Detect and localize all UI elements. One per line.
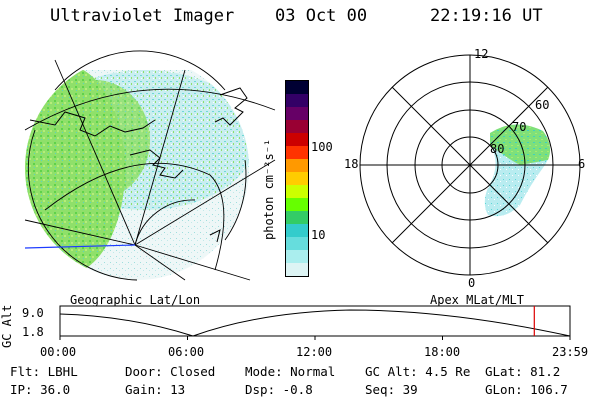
colorbar-segment (286, 250, 308, 263)
mlt-label-12: 12 (474, 47, 488, 61)
colorbar-segment (286, 224, 308, 237)
mlat-label-60: 60 (535, 98, 549, 112)
colorbar (285, 80, 309, 277)
colorbar-segment (286, 198, 308, 211)
colorbar-unit-label: photon cm⁻²s⁻¹ (262, 139, 276, 240)
right-panel-caption: Apex MLat/MLT (430, 293, 524, 307)
geographic-map (25, 50, 285, 280)
colorbar-tick-10: 10 (311, 228, 325, 242)
colorbar-segment (286, 159, 308, 172)
colorbar-segment (286, 237, 308, 250)
mlt-label-0: 0 (468, 276, 475, 290)
mlt-label-18: 18 (344, 157, 358, 171)
timeline-ylabel: GC Alt (0, 305, 14, 348)
glon-value: GLon: 106.7 (485, 382, 568, 397)
colorbar-segment (286, 81, 308, 94)
colorbar-segment (286, 133, 308, 146)
colorbar-segment (286, 172, 308, 185)
gc-alt-value: GC Alt: 4.5 Re (365, 364, 470, 379)
left-panel-caption: Geographic Lat/Lon (70, 293, 200, 307)
colorbar-segment (286, 107, 308, 120)
colorbar-segment (286, 263, 308, 276)
mode-value: Mode: Normal (245, 364, 335, 379)
mlat-label-70: 70 (512, 120, 526, 134)
timeline-label-1800: 18:00 (424, 345, 460, 359)
timeline-label-0600: 06:00 (168, 345, 204, 359)
orbit-altitude-timeline (60, 306, 590, 340)
colorbar-segment (286, 146, 308, 159)
colorbar-segment (286, 211, 308, 224)
timeline-label-1200: 12:00 (296, 345, 332, 359)
door-status: Door: Closed (125, 364, 215, 379)
timeline-label-2359: 23:59 (552, 345, 588, 359)
gain-value: Gain: 13 (125, 382, 185, 397)
colorbar-tick-100: 100 (311, 140, 333, 154)
mlt-label-6: 6 (578, 157, 585, 171)
magnetic-polar-plot (340, 45, 600, 285)
colorbar-segment (286, 185, 308, 198)
timeline-ymax: 9.0 (22, 306, 44, 320)
dsp-value: Dsp: -0.8 (245, 382, 313, 397)
observation-time: 22:19:16 UT (430, 6, 543, 26)
ip-value: IP: 36.0 (10, 382, 70, 397)
observation-date: 03 Oct 00 (275, 6, 367, 26)
sequence-value: Seq: 39 (365, 382, 418, 397)
glat-value: GLat: 81.2 (485, 364, 560, 379)
filter-value: Flt: LBHL (10, 364, 78, 379)
timeline-label-0000: 00:00 (40, 345, 76, 359)
instrument-title: Ultraviolet Imager (50, 6, 234, 26)
timeline-ymin: 1.8 (22, 325, 44, 339)
colorbar-segment (286, 94, 308, 107)
mlat-label-80: 80 (490, 142, 504, 156)
colorbar-segment (286, 120, 308, 133)
